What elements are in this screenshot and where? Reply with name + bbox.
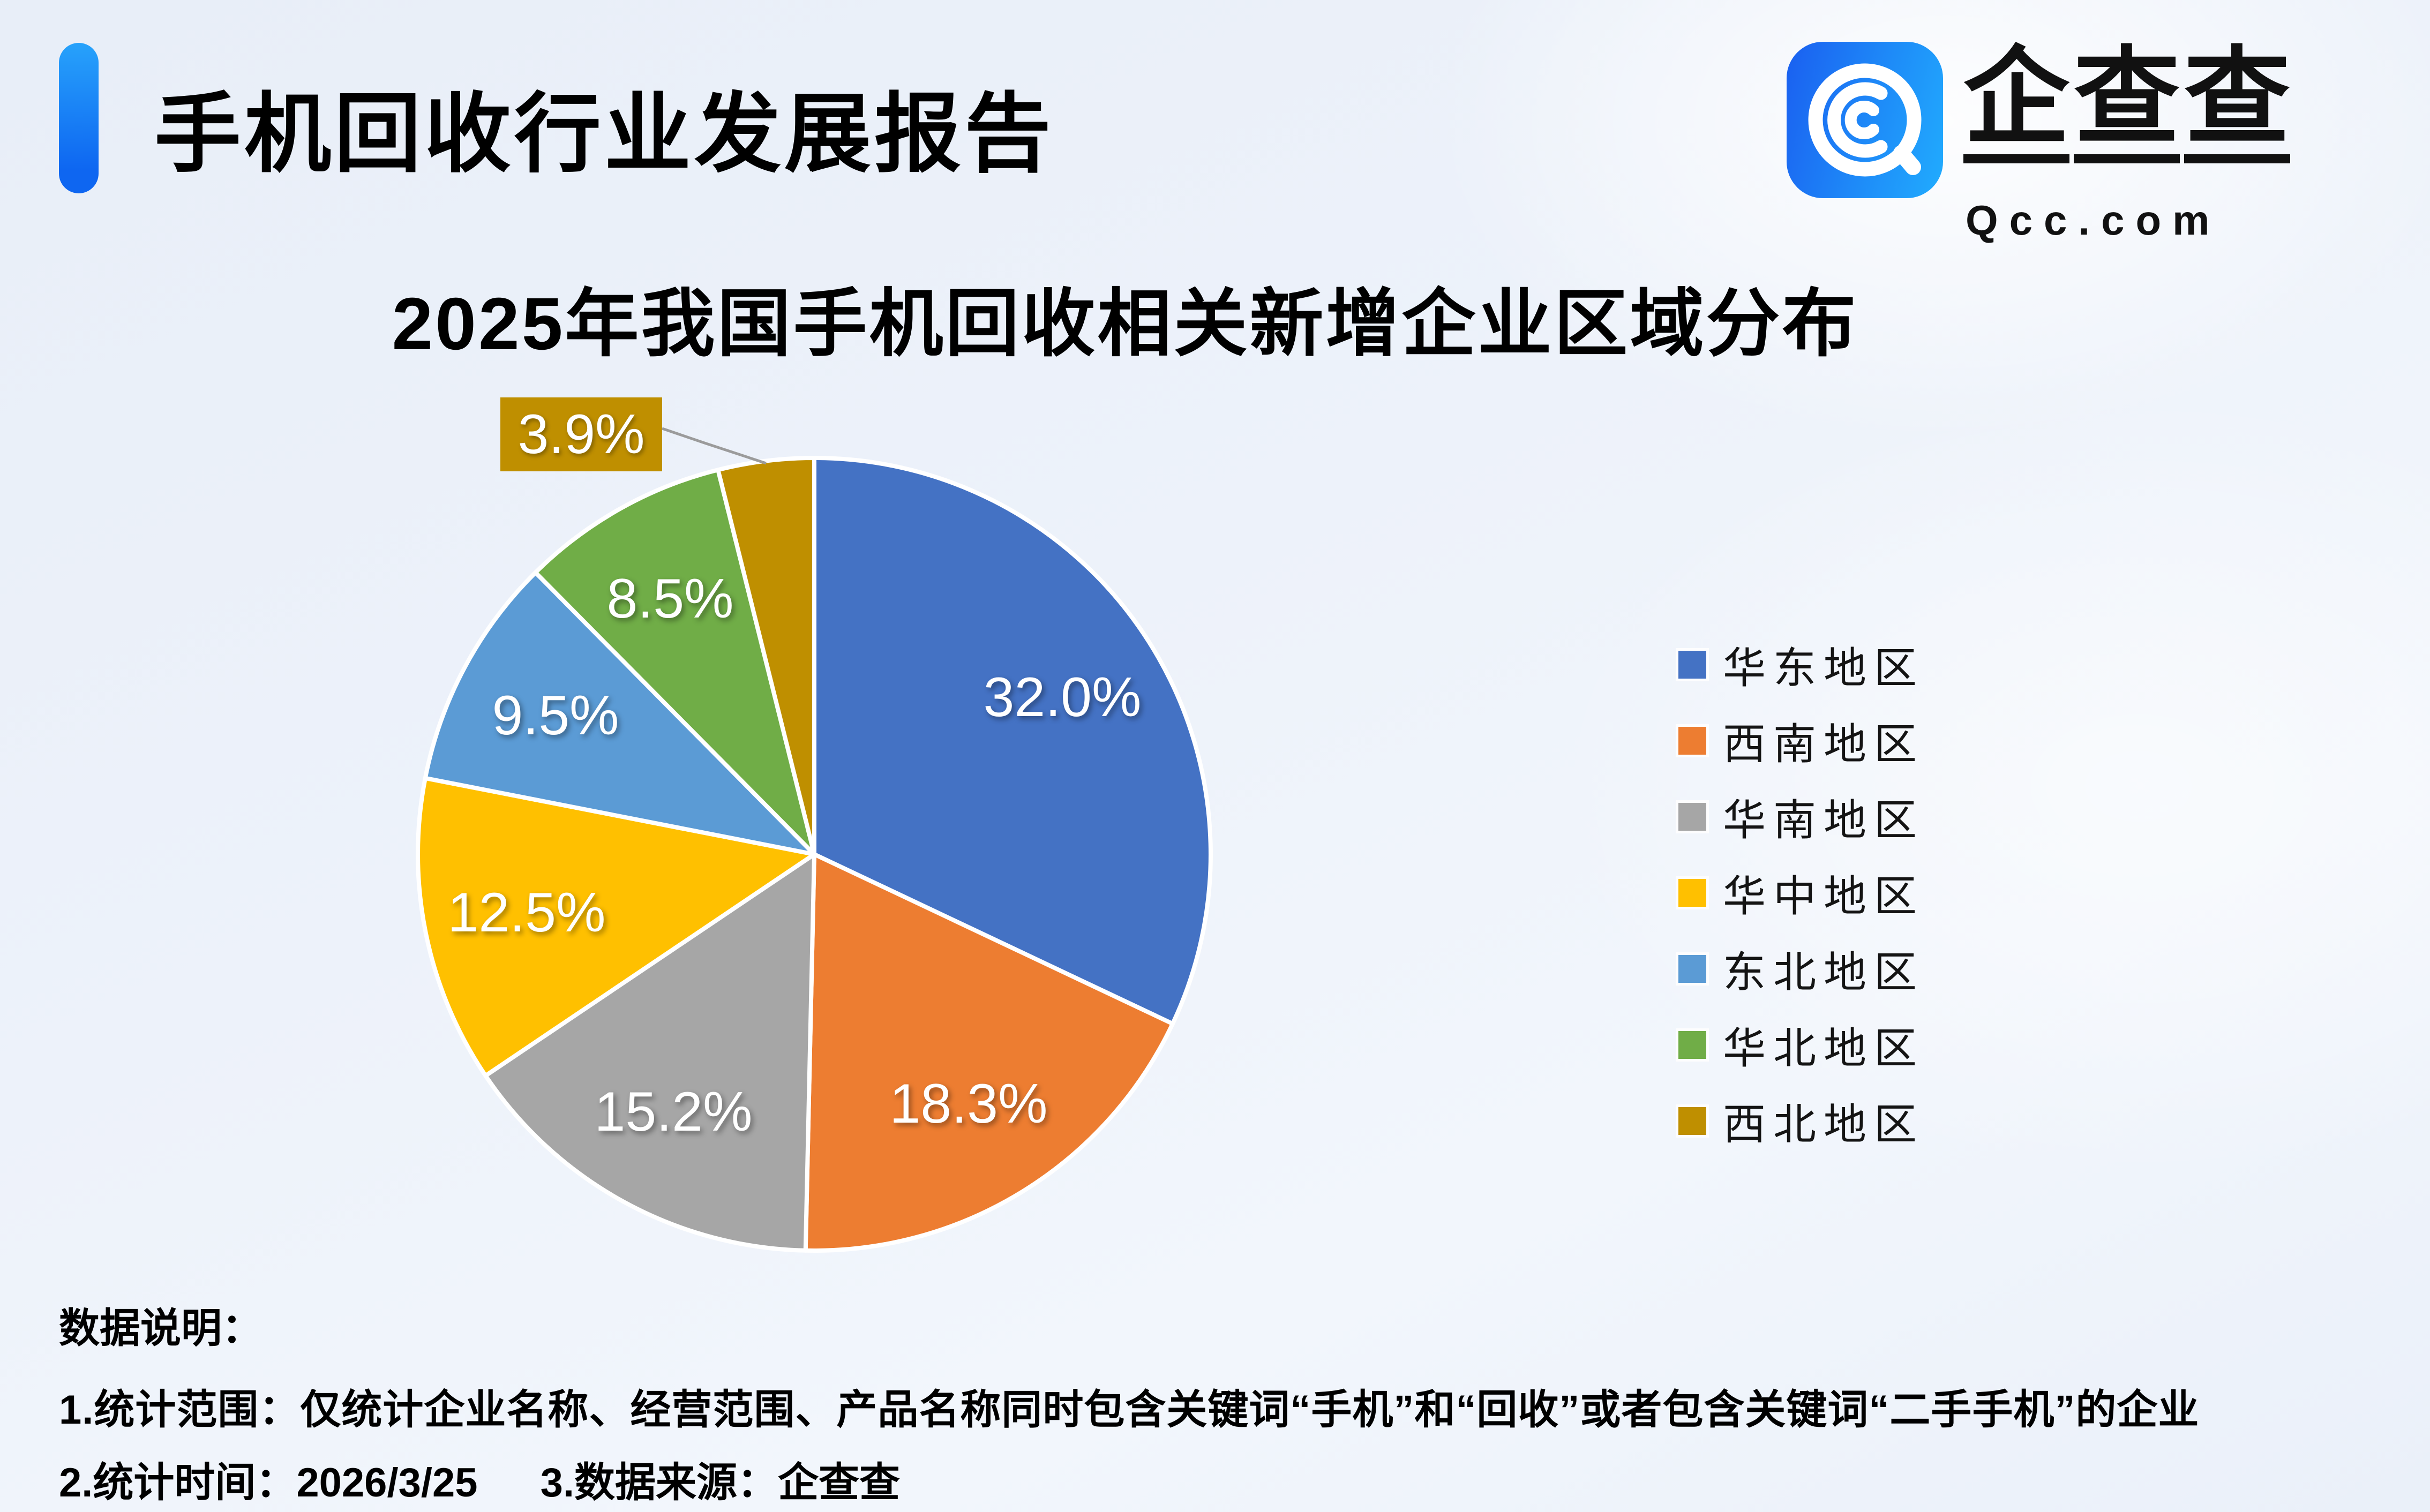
pie-slice-华东地区 (812, 456, 1213, 1026)
pie-label-华南地区: 15.2% (595, 1081, 753, 1143)
legend-item-西北地区: 西北地区 (1676, 1093, 1924, 1149)
pie-label-华中地区: 12.5% (448, 882, 606, 944)
brand-domain: Qcc.com (1966, 197, 2221, 244)
pie-label-西南地区: 18.3% (890, 1073, 1048, 1135)
qcc-logo-icon (1787, 42, 1943, 198)
brand-name: 企查查 (1963, 42, 2311, 163)
legend-item-华东地区: 华东地区 (1676, 636, 1924, 693)
notes-heading: 数据说明： (59, 1306, 262, 1351)
legend-swatch (1676, 800, 1709, 833)
page-title: 手机回收行业发展报告 (154, 86, 1054, 183)
legend-item-华中地区: 华中地区 (1676, 864, 1924, 921)
legend-swatch (1676, 648, 1709, 681)
legend-swatch (1676, 1028, 1709, 1062)
callout-label: 3.9% (518, 403, 645, 465)
legend-swatch (1676, 1104, 1709, 1138)
legend-label: 西南地区 (1723, 720, 1924, 768)
legend-swatch (1676, 724, 1709, 757)
qcc-logo-glyph (1808, 63, 1922, 177)
legend-label: 西北地区 (1723, 1101, 1924, 1148)
legend-label: 华北地区 (1723, 1025, 1924, 1072)
qcc-logo: 企查查 Qcc.com (1787, 42, 2376, 244)
pie-label-东北地区: 9.5% (492, 684, 619, 747)
callout-leader-line (662, 427, 767, 465)
legend-label: 东北地区 (1723, 949, 1924, 996)
brand-char: 企 (1963, 42, 2069, 163)
legend-swatch (1676, 952, 1709, 986)
notes-scope: 1.统计范围：仅统计企业名称、经营范围、产品名称同时包含关键词“手机”和“回收”… (59, 1387, 2200, 1433)
pie-slice-华中地区 (416, 776, 816, 1078)
legend-item-华南地区: 华南地区 (1676, 788, 1924, 845)
chart-legend: 华东地区西南地区华南地区华中地区东北地区华北地区西北地区 (1676, 636, 1924, 1169)
notes-source: 3.数据来源：企查查 (540, 1460, 901, 1506)
title-accent-bar (59, 43, 99, 193)
pie-slices-group (416, 456, 1213, 1253)
pie-label-华东地区: 32.0% (984, 666, 1142, 728)
notes-meta: 2.统计时间：2026/3/25 3.数据来源：企查查 (59, 1449, 900, 1508)
legend-label: 华东地区 (1723, 644, 1924, 692)
legend-swatch (1676, 876, 1709, 909)
pie-slice-华北地区 (533, 468, 816, 856)
legend-item-华北地区: 华北地区 (1676, 1017, 1924, 1073)
brand-char: 查 (2184, 42, 2290, 163)
legend-item-东北地区: 东北地区 (1676, 941, 1924, 997)
legend-label: 华中地区 (1723, 872, 1924, 920)
pie-slice-华南地区 (483, 852, 816, 1253)
pie-labels-group: 32.0% 18.3% 15.2% 12.5% 9.5% 8.5% (448, 568, 1142, 1143)
data-notes: 数据说明： 1.统计范围：仅统计企业名称、经营范围、产品名称同时包含关键词“手机… (59, 1295, 2199, 1506)
pie-slice-西北地区 (716, 456, 816, 856)
callout-box: 3.9% (500, 397, 662, 471)
pie-label-华北地区: 8.5% (606, 568, 733, 630)
chart-title: 2025年我国手机回收相关新增企业区域分布 (392, 283, 1858, 365)
legend-label: 华南地区 (1723, 796, 1924, 844)
brand-char: 查 (2074, 42, 2180, 163)
legend-item-西南地区: 西南地区 (1676, 712, 1924, 769)
notes-date: 2.统计时间：2026/3/25 (59, 1460, 478, 1506)
pie-slice-东北地区 (423, 570, 816, 856)
pie-slice-西南地区 (803, 852, 1175, 1253)
